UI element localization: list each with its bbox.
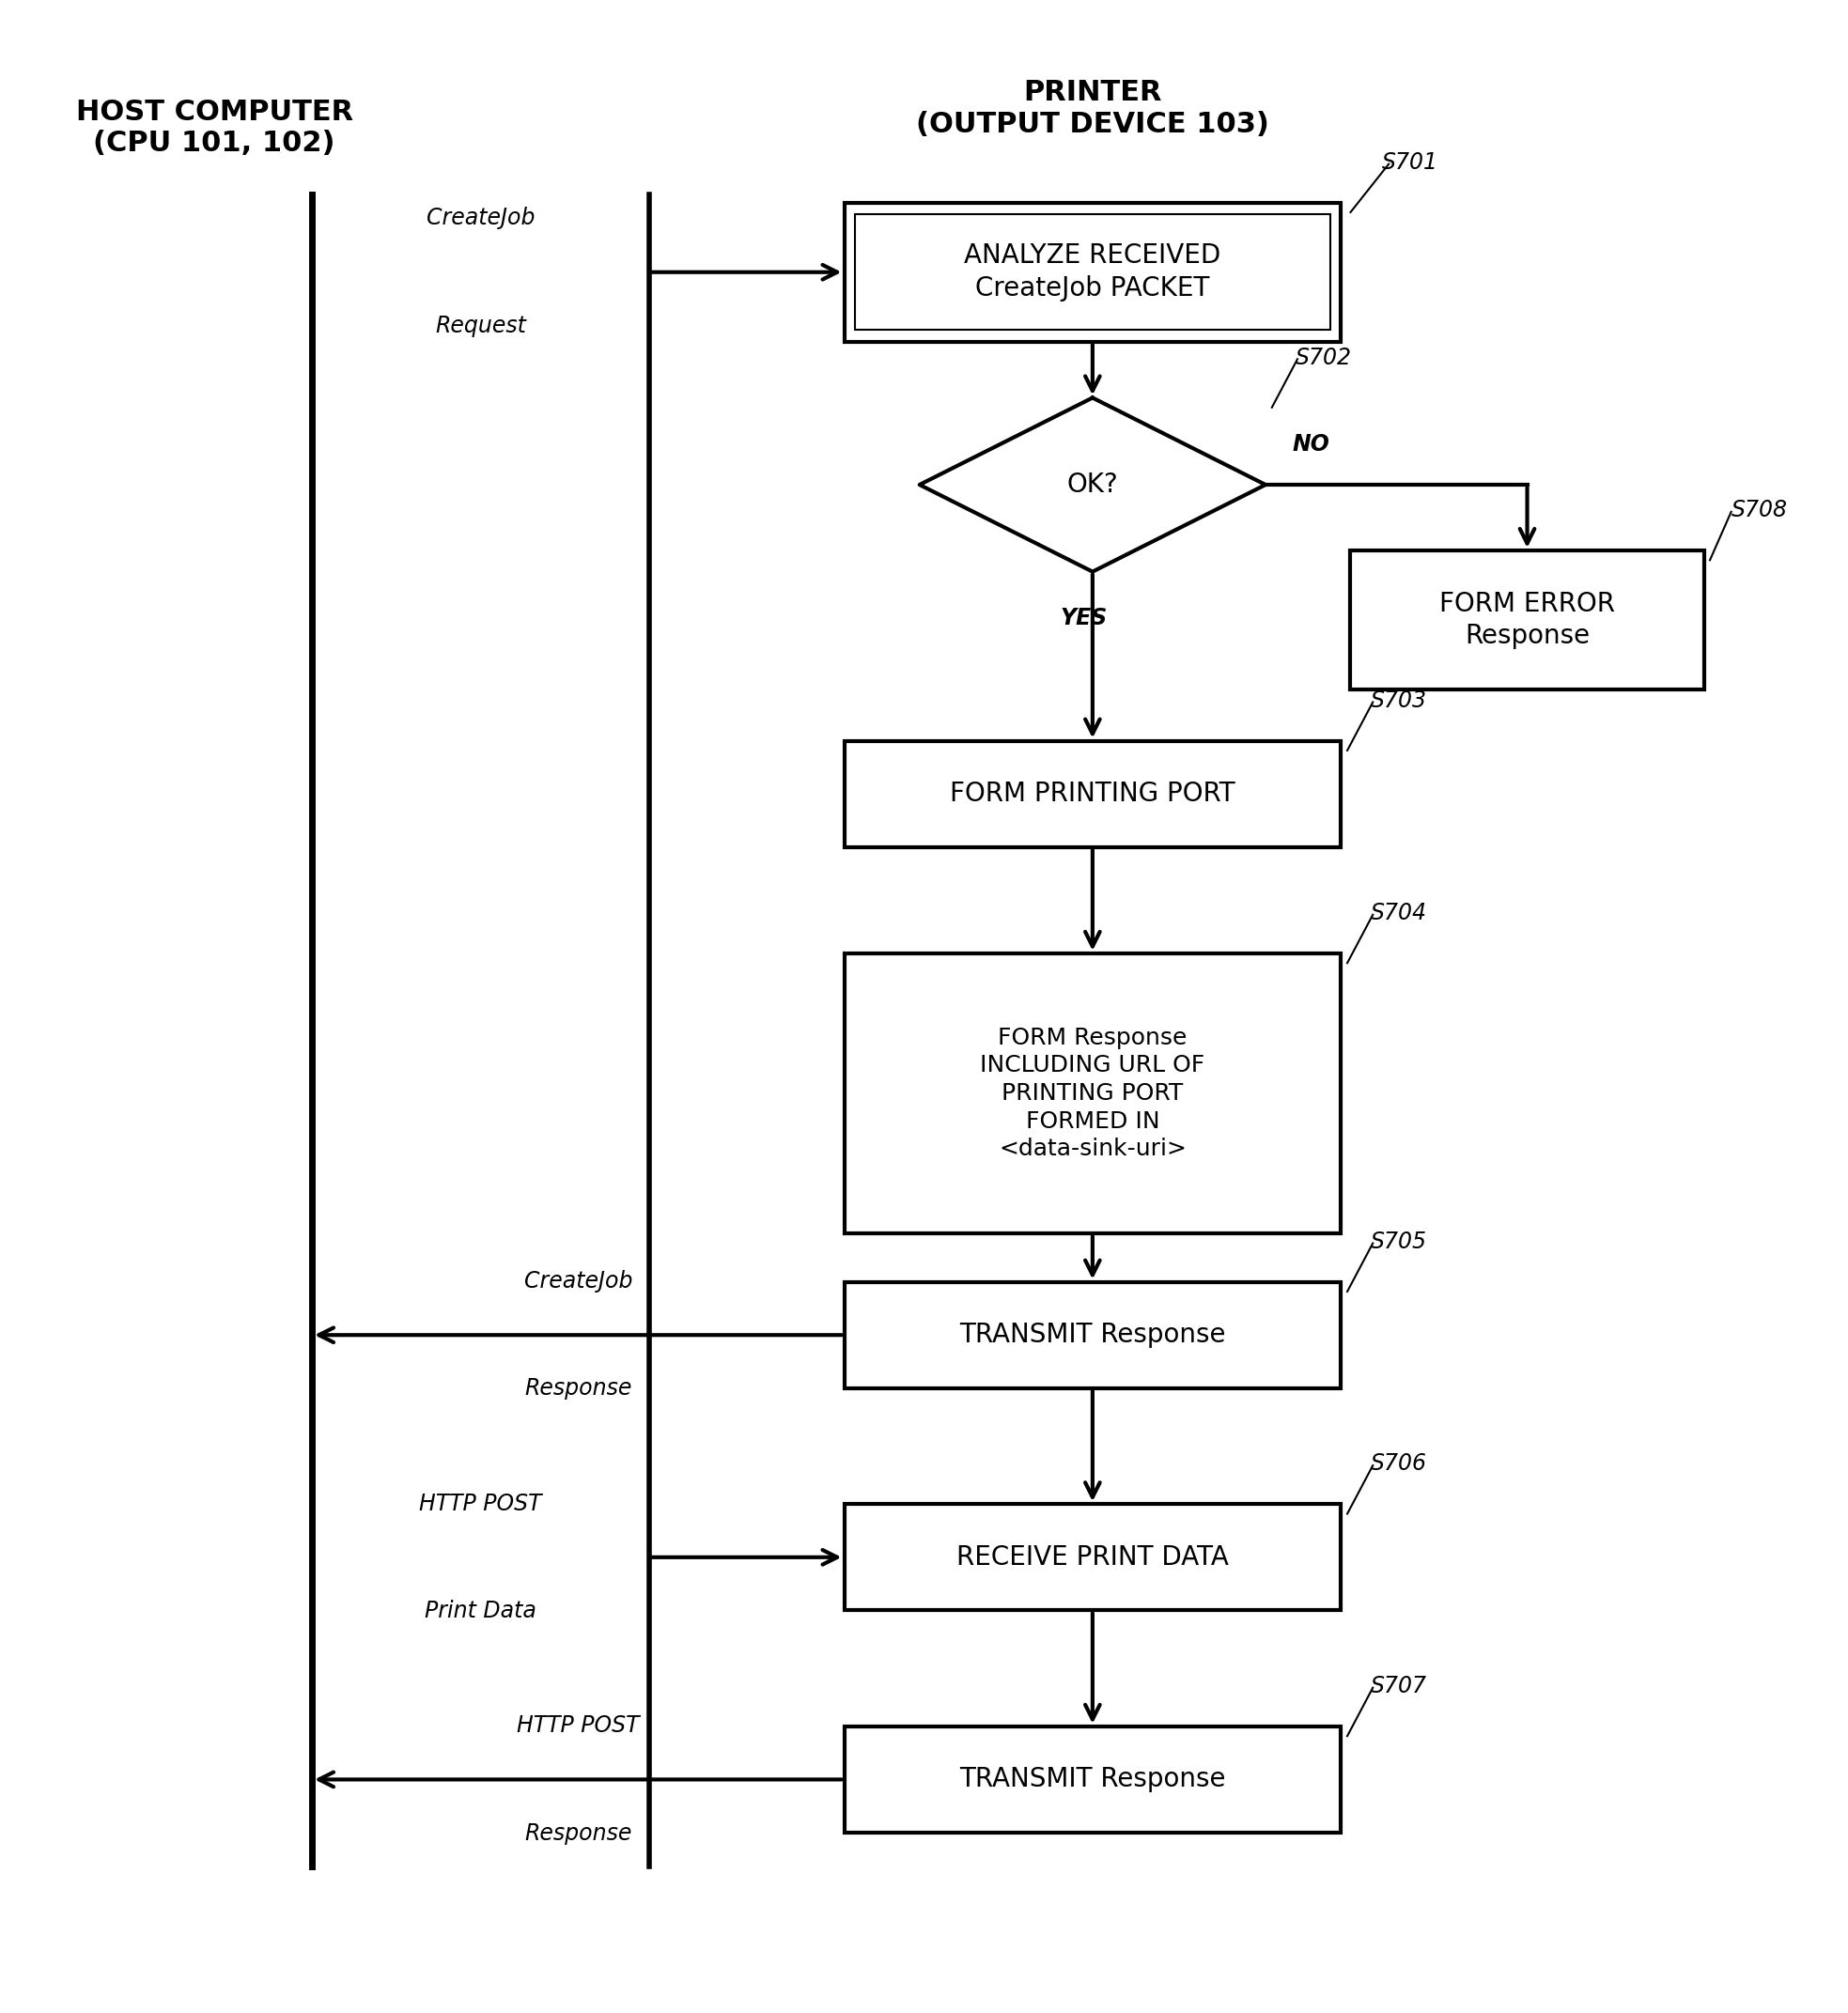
Text: HTTP POST: HTTP POST xyxy=(419,1492,541,1514)
Polygon shape xyxy=(920,399,1266,572)
Text: ANALYZE RECEIVED
CreateJob PACKET: ANALYZE RECEIVED CreateJob PACKET xyxy=(965,244,1222,302)
Bar xyxy=(845,741,1342,847)
Text: Response: Response xyxy=(525,1377,632,1401)
Text: S708: S708 xyxy=(1732,499,1787,521)
Text: FORM PRINTING PORT: FORM PRINTING PORT xyxy=(950,781,1234,807)
Text: S704: S704 xyxy=(1371,902,1427,924)
Text: HTTP POST: HTTP POST xyxy=(517,1715,639,1737)
Text: Request: Request xyxy=(434,314,527,338)
Text: TRANSMIT Response: TRANSMIT Response xyxy=(959,1765,1225,1794)
Text: S701: S701 xyxy=(1382,151,1438,173)
Text: S705: S705 xyxy=(1371,1230,1427,1252)
Text: S707: S707 xyxy=(1371,1675,1427,1697)
Text: FORM Response
INCLUDING URL OF
PRINTING PORT
FORMED IN
<data-sink-uri>: FORM Response INCLUDING URL OF PRINTING … xyxy=(979,1027,1205,1162)
Text: S706: S706 xyxy=(1371,1453,1427,1476)
Bar xyxy=(1349,550,1704,690)
Bar xyxy=(845,954,1342,1234)
Text: PRINTER
(OUTPUT DEVICE 103): PRINTER (OUTPUT DEVICE 103) xyxy=(917,79,1270,137)
Text: CreateJob: CreateJob xyxy=(523,1270,632,1292)
Text: TRANSMIT Response: TRANSMIT Response xyxy=(959,1323,1225,1349)
Text: Response: Response xyxy=(525,1822,632,1844)
Bar xyxy=(845,1727,1342,1832)
Text: Print Data: Print Data xyxy=(425,1600,536,1622)
Bar xyxy=(845,203,1342,342)
Text: S702: S702 xyxy=(1295,346,1353,368)
Bar xyxy=(845,1282,1342,1389)
Text: RECEIVE PRINT DATA: RECEIVE PRINT DATA xyxy=(957,1544,1229,1570)
Text: YES: YES xyxy=(1061,606,1107,628)
Text: FORM ERROR
Response: FORM ERROR Response xyxy=(1440,590,1615,650)
Text: S703: S703 xyxy=(1371,688,1427,713)
Text: OK?: OK? xyxy=(1066,471,1118,497)
Bar xyxy=(856,213,1331,330)
Text: HOST COMPUTER
(CPU 101, 102): HOST COMPUTER (CPU 101, 102) xyxy=(76,99,353,157)
Text: CreateJob: CreateJob xyxy=(427,207,534,229)
Text: NO: NO xyxy=(1292,433,1329,455)
Bar xyxy=(845,1504,1342,1610)
